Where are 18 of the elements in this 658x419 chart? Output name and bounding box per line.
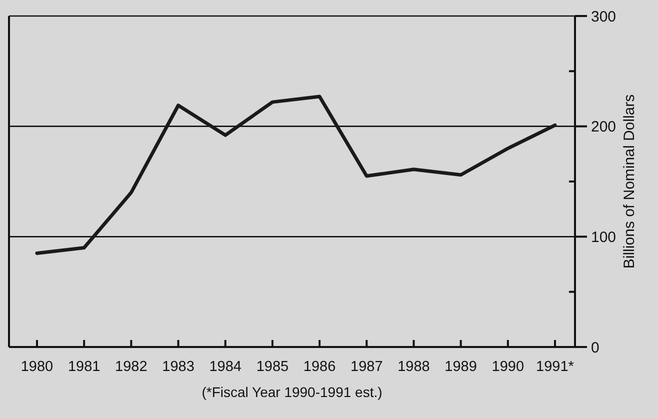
x-tick-label: 1987 [350,359,383,375]
x-tick-label: 1984 [209,359,242,375]
text: (*Fiscal Year 1990-1991 est.) [202,384,382,400]
x-tick-label: 1980 [20,359,54,375]
y-tick-label: 200 [591,118,616,136]
y-tick-label: 300 [591,8,616,26]
x-tick-label: 1991* [536,359,574,375]
x-tick-label: 1989 [444,359,477,375]
x-tick-label: 1983 [162,359,194,375]
x-tick-label: 1988 [398,359,430,375]
y-axis-title: Billions of Nominal Dollars [621,94,638,269]
y-tick-label: 100 [591,228,616,246]
y-tick-label: 0 [591,339,600,356]
x-tick-label: 1985 [256,359,289,375]
x-tick-label: 1981 [68,359,100,375]
x-tick-label: 1986 [303,359,336,375]
x-tick-label: 1990 [492,359,524,375]
x-tick-label: 1982 [115,359,148,375]
